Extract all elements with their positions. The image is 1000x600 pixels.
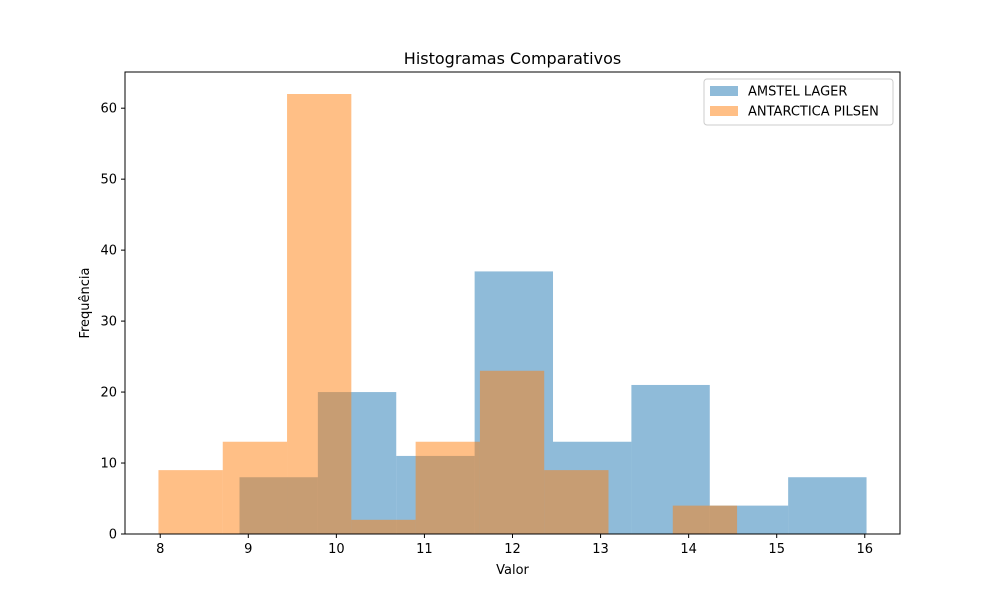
bars-layer (158, 94, 867, 534)
histogram-bar-series-1-bin-1 (222, 441, 288, 534)
legend-label: ANTARCTICA PILSEN (748, 105, 879, 120)
x-tick-label: 15 (768, 542, 785, 557)
legend-box (703, 78, 894, 126)
histogram-bar-series-1-bin-4 (415, 441, 480, 534)
y-tick-label: 20 (100, 386, 117, 401)
y-tick-label: 40 (100, 244, 117, 259)
histogram-bar-series-0-bin-7 (788, 477, 867, 534)
x-axis-title: Valor (496, 563, 529, 578)
x-tick-label: 13 (592, 542, 609, 557)
x-axis: 8 9 10 11 12 13 14 15 16 (156, 534, 873, 557)
x-tick-label: 16 (856, 542, 873, 557)
histogram-bar-series-1-bin-6 (544, 470, 609, 534)
chart-title: Histogramas Comparativos (404, 49, 621, 68)
y-axis: 0 10 20 30 40 50 60 (100, 102, 125, 543)
histogram-bar-series-1-bin-3 (351, 519, 416, 534)
histogram-bar-series-1-bin-5 (479, 370, 545, 534)
y-tick-label: 50 (100, 173, 117, 188)
x-tick-label: 12 (504, 542, 521, 557)
legend-swatch (710, 86, 738, 96)
y-axis-title: Frequência (78, 267, 93, 338)
legend-label: AMSTEL LAGER (748, 85, 847, 100)
y-tick-label: 60 (100, 102, 117, 117)
histogram-bar-series-1-bin-2 (287, 94, 352, 534)
x-tick-label: 11 (416, 542, 433, 557)
x-tick-label: 8 (156, 542, 164, 557)
x-tick-label: 14 (680, 542, 697, 557)
y-tick-label: 30 (100, 315, 117, 330)
histogram-bar-series-1-bin-8 (672, 505, 738, 534)
y-tick-label: 10 (100, 457, 117, 472)
legend: AMSTEL LAGER ANTARCTICA PILSEN (703, 78, 894, 126)
x-tick-label: 10 (328, 542, 345, 557)
legend-swatch (710, 106, 738, 116)
y-tick-label: 0 (109, 528, 117, 543)
x-tick-label: 9 (244, 542, 252, 557)
histogram-bar-series-1-bin-0 (158, 470, 223, 534)
